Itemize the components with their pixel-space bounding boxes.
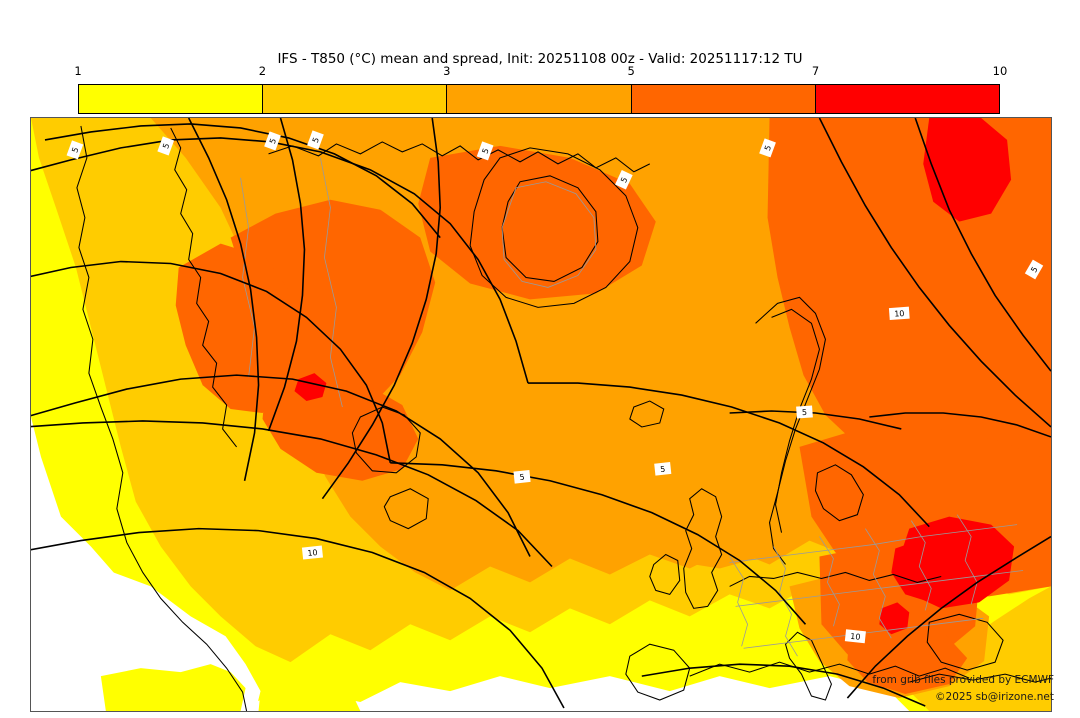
border-eu-h1 — [729, 524, 1018, 563]
contour-e — [31, 527, 565, 709]
spread-shading-red — [294, 118, 1015, 635]
colorbar-segment-2 — [263, 85, 448, 113]
coast-uk — [683, 488, 723, 609]
colorbar-tick-4: 7 — [811, 64, 820, 78]
map-canvas: 5 5 5 5 5 — [31, 118, 1051, 711]
spread-yellow-patch-s — [258, 678, 361, 711]
spread-o5-arctic — [418, 145, 656, 300]
coast-greenland — [469, 147, 639, 308]
contour-d — [31, 374, 531, 557]
colorbar-segment-5 — [815, 85, 1000, 113]
contour-n — [846, 535, 1051, 699]
colorbar-segment-4 — [631, 85, 816, 113]
coast-newfound — [383, 488, 429, 530]
colorbar-tick-2: 3 — [443, 64, 451, 78]
svg-text:5: 5 — [268, 137, 278, 145]
spread-o5-canada2 — [175, 243, 303, 414]
contour-labels: 5 5 5 5 5 — [66, 130, 1044, 644]
border-eu-6 — [956, 514, 978, 605]
border-canada-1 — [320, 157, 343, 408]
coast-greenland-in — [501, 175, 599, 282]
coast-hudson — [170, 127, 238, 448]
colorbar-tick-1: 2 — [258, 64, 267, 78]
contour-p — [869, 412, 1051, 438]
spread-yellow-patch-sw — [100, 664, 246, 711]
colorbar-tick-3: 5 — [627, 64, 635, 78]
border-canada-2 — [240, 177, 255, 378]
border-eu-4 — [865, 528, 892, 639]
colorbar-tick-0: 1 — [74, 64, 82, 78]
page-title: IFS - T850 (°C) mean and spread, Init: 2… — [277, 51, 803, 67]
svg-text:5: 5 — [480, 147, 490, 155]
coast-italy — [784, 631, 832, 701]
border-eu-2 — [773, 546, 798, 657]
contour-j — [390, 462, 807, 625]
colorbar: 1 2 3 5 7 10 — [74, 64, 1007, 114]
colorbar-strip — [78, 84, 1000, 114]
contour-g — [267, 118, 306, 432]
border-greenland-ice — [501, 181, 597, 288]
coast-baltic — [814, 464, 864, 522]
svg-text:5: 5 — [802, 408, 808, 417]
border-eu-3 — [819, 536, 840, 627]
spread-red-small1 — [879, 602, 910, 635]
contour-i — [528, 382, 930, 528]
spread-red-ne — [923, 118, 1012, 222]
contour-c — [31, 260, 392, 463]
border-eu-1 — [729, 556, 749, 647]
spread-o5-lobe-s — [847, 624, 968, 695]
coast-arctic-isl — [268, 141, 651, 173]
contour-o — [641, 663, 926, 707]
spread-o3-uk — [621, 446, 800, 569]
contour-l — [818, 118, 1051, 428]
credit-copyright: ©2025 sb@irizone.net — [935, 691, 1054, 703]
contour-a — [31, 137, 529, 384]
colorbar-segment-3 — [447, 85, 632, 113]
contour-q — [729, 410, 902, 430]
coast-labrador — [351, 406, 421, 474]
svg-text:5: 5 — [1029, 265, 1039, 274]
contour-b — [44, 123, 441, 239]
coast-canada-w — [76, 125, 248, 711]
coast-scandinavia2 — [771, 308, 820, 533]
contour-h — [321, 118, 441, 500]
svg-text:5: 5 — [70, 146, 80, 154]
svg-text:10: 10 — [850, 632, 861, 642]
credit-source: from grib files provided by ECMWF — [872, 674, 1054, 686]
spread-o5-canada3 — [262, 373, 419, 481]
svg-text:10: 10 — [307, 548, 318, 558]
svg-text:5: 5 — [763, 144, 773, 152]
coast-ireland — [649, 553, 681, 595]
svg-text:5: 5 — [311, 136, 321, 144]
svg-text:5: 5 — [161, 142, 171, 150]
coast-europe-n — [729, 571, 942, 587]
coast-iceland — [629, 400, 665, 428]
colorbar-segment-1 — [79, 85, 264, 113]
colorbar-tick-labels: 1 2 3 5 7 10 — [74, 64, 1007, 80]
coast-iberia — [625, 643, 691, 701]
colorbar-tick-5: 10 — [992, 64, 1008, 78]
contour-m — [914, 118, 1051, 372]
coast-medit — [689, 661, 970, 679]
coast-scandinavia — [755, 296, 826, 565]
coastlines — [76, 125, 1051, 711]
coast-blacksea — [926, 613, 1004, 671]
coast-turkey — [909, 673, 1051, 683]
svg-text:5: 5 — [660, 465, 666, 474]
spread-red-spot-canada — [294, 373, 327, 402]
mean-contours — [31, 118, 1051, 709]
border-eu-5 — [910, 520, 932, 611]
spread-red-east2 — [891, 536, 986, 605]
contour-f — [187, 118, 260, 481]
svg-text:5: 5 — [619, 176, 629, 184]
svg-text:10: 10 — [894, 309, 905, 319]
weather-map[interactable]: 5 5 5 5 5 — [30, 117, 1052, 712]
contour-k — [31, 420, 553, 568]
svg-text:5: 5 — [519, 473, 525, 482]
